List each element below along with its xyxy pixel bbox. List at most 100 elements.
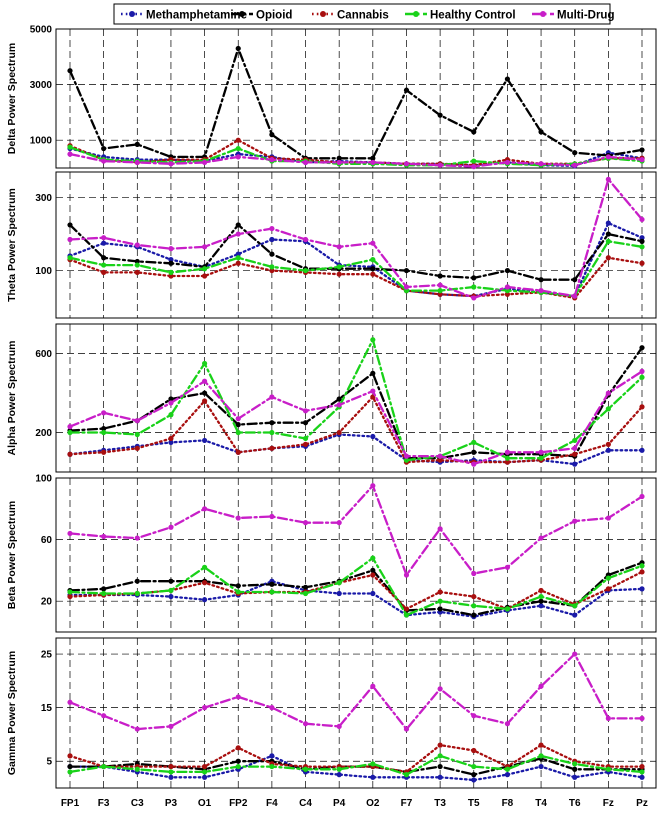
- data-point-opioid-t3: [437, 606, 443, 612]
- legend-label-healthy-control: Healthy Control: [430, 10, 516, 22]
- data-point-methamphetamine-o2: [370, 590, 376, 597]
- data-point-multi-drug-f8: [504, 284, 511, 290]
- data-point-healthy-control-t6: [572, 437, 578, 444]
- data-point-healthy-control-p4: [336, 766, 342, 772]
- data-point-multi-drug-p4: [336, 520, 342, 526]
- data-point-multi-drug-t4: [538, 683, 544, 689]
- data-point-healthy-control-t3: [437, 598, 443, 604]
- data-point-opioid-o2: [370, 266, 376, 272]
- data-point-multi-drug-t3: [437, 526, 443, 532]
- xtick-label-t5: T5: [468, 798, 480, 809]
- data-point-multi-drug-pz: [639, 216, 645, 223]
- xtick-label-fp2: FP2: [229, 798, 248, 809]
- data-point-healthy-control-f4: [269, 763, 275, 770]
- data-point-cannabis-p3: [168, 435, 174, 442]
- data-point-multi-drug-c3: [134, 242, 140, 248]
- data-point-cannabis-p4: [336, 271, 342, 277]
- panel-gamma-power-spectrum: 5 15 25 Gamma Power Spectrum: [6, 637, 657, 789]
- ytick-label: 300: [35, 193, 52, 204]
- data-point-multi-drug-o1: [201, 378, 208, 384]
- ytick-label: 200: [35, 428, 52, 439]
- data-point-multi-drug-fp1: [67, 530, 73, 537]
- data-point-multi-drug-f4: [269, 394, 275, 400]
- data-point-methamphetamine-p3: [168, 439, 174, 445]
- series-line-healthy-control: [68, 338, 644, 462]
- data-point-cannabis-o2: [370, 572, 376, 578]
- data-point-healthy-control-fz: [605, 406, 611, 412]
- data-point-opioid-t5: [471, 772, 477, 778]
- xtick-label-fz: Fz: [603, 798, 614, 809]
- xtick-label-f8: F8: [502, 798, 514, 809]
- data-point-multi-drug-f4: [269, 513, 275, 520]
- chart-panels: 1000 3000 5000 Delta Power Spectrum 100 300 Th…: [6, 25, 657, 789]
- data-point-healthy-control-c4: [302, 435, 309, 442]
- data-point-methamphetamine-f8: [504, 772, 511, 778]
- data-point-healthy-control-o2: [370, 257, 376, 263]
- data-point-cannabis-pz: [639, 763, 645, 770]
- data-point-opioid-p3: [168, 260, 174, 266]
- data-point-cannabis-c3: [134, 445, 140, 451]
- data-point-multi-drug-c3: [134, 535, 140, 541]
- data-point-multi-drug-f8: [504, 449, 511, 455]
- xtick-label-p4: P4: [333, 798, 346, 809]
- series-line-opioid: [68, 223, 644, 281]
- data-point-methamphetamine-f4: [269, 236, 275, 243]
- data-point-multi-drug-o1: [201, 705, 208, 711]
- data-point-healthy-control-f3: [101, 590, 107, 597]
- data-point-healthy-control-fp1: [67, 589, 73, 595]
- series-line-opioid: [68, 47, 644, 160]
- data-point-healthy-control-p3: [168, 412, 174, 418]
- series-line-cannabis: [68, 395, 644, 464]
- data-point-multi-drug-f8: [504, 159, 511, 166]
- panel-frame: [55, 28, 657, 169]
- data-point-opioid-c3: [134, 141, 140, 147]
- data-point-methamphetamine-p4: [336, 590, 342, 597]
- data-point-healthy-control-o1: [201, 266, 208, 272]
- data-point-multi-drug-p4: [336, 244, 342, 250]
- data-point-methamphetamine-pz: [639, 235, 645, 241]
- data-point-healthy-control-fp2: [235, 255, 241, 261]
- data-point-multi-drug-fp2: [235, 515, 241, 521]
- data-point-healthy-control-f3: [101, 262, 107, 268]
- ytick-label: 15: [41, 703, 53, 714]
- legend-label-opioid: Opioid: [256, 10, 292, 22]
- data-point-healthy-control-p4: [336, 580, 342, 586]
- data-point-multi-drug-t6: [572, 162, 578, 168]
- data-point-healthy-control-o2: [370, 761, 376, 767]
- data-point-multi-drug-f8: [504, 564, 511, 570]
- data-point-cannabis-c4: [302, 441, 309, 447]
- data-point-opioid-f3: [101, 255, 107, 261]
- data-point-opioid-t4: [538, 129, 544, 135]
- data-point-methamphetamine-t3: [437, 774, 443, 780]
- data-point-multi-drug-f3: [101, 533, 107, 540]
- data-point-healthy-control-o1: [201, 769, 208, 775]
- data-point-methamphetamine-t5: [471, 777, 477, 783]
- data-point-methamphetamine-t6: [572, 461, 578, 467]
- data-point-opioid-p3: [168, 578, 174, 584]
- data-point-multi-drug-fp1: [67, 699, 73, 705]
- data-point-opioid-fp1: [67, 222, 73, 228]
- data-point-opioid-t5: [471, 275, 477, 281]
- data-point-opioid-fp2: [235, 45, 241, 52]
- data-point-multi-drug-pz: [639, 157, 645, 163]
- data-point-multi-drug-t4: [538, 535, 544, 541]
- data-point-opioid-o2: [370, 567, 376, 574]
- data-point-cannabis-f4: [269, 267, 275, 274]
- data-point-opioid-pz: [639, 345, 645, 351]
- data-point-healthy-control-t3: [437, 753, 443, 759]
- data-point-multi-drug-f7: [403, 453, 410, 459]
- y-axis-label: Beta Power Spectrum: [6, 501, 18, 610]
- ytick-label: 600: [35, 349, 52, 360]
- data-point-multi-drug-c3: [134, 418, 140, 424]
- data-point-multi-drug-f3: [101, 410, 107, 416]
- data-point-multi-drug-pz: [639, 715, 645, 721]
- data-point-multi-drug-p4: [336, 159, 342, 166]
- data-point-methamphetamine-p3: [168, 774, 174, 780]
- data-point-cannabis-pz: [639, 260, 645, 266]
- series-line-multi-drug: [68, 652, 644, 731]
- data-point-multi-drug-f3: [101, 158, 107, 164]
- data-point-cannabis-f3: [101, 269, 107, 275]
- data-point-healthy-control-pz: [639, 374, 645, 380]
- xtick-label-p3: P3: [165, 798, 178, 809]
